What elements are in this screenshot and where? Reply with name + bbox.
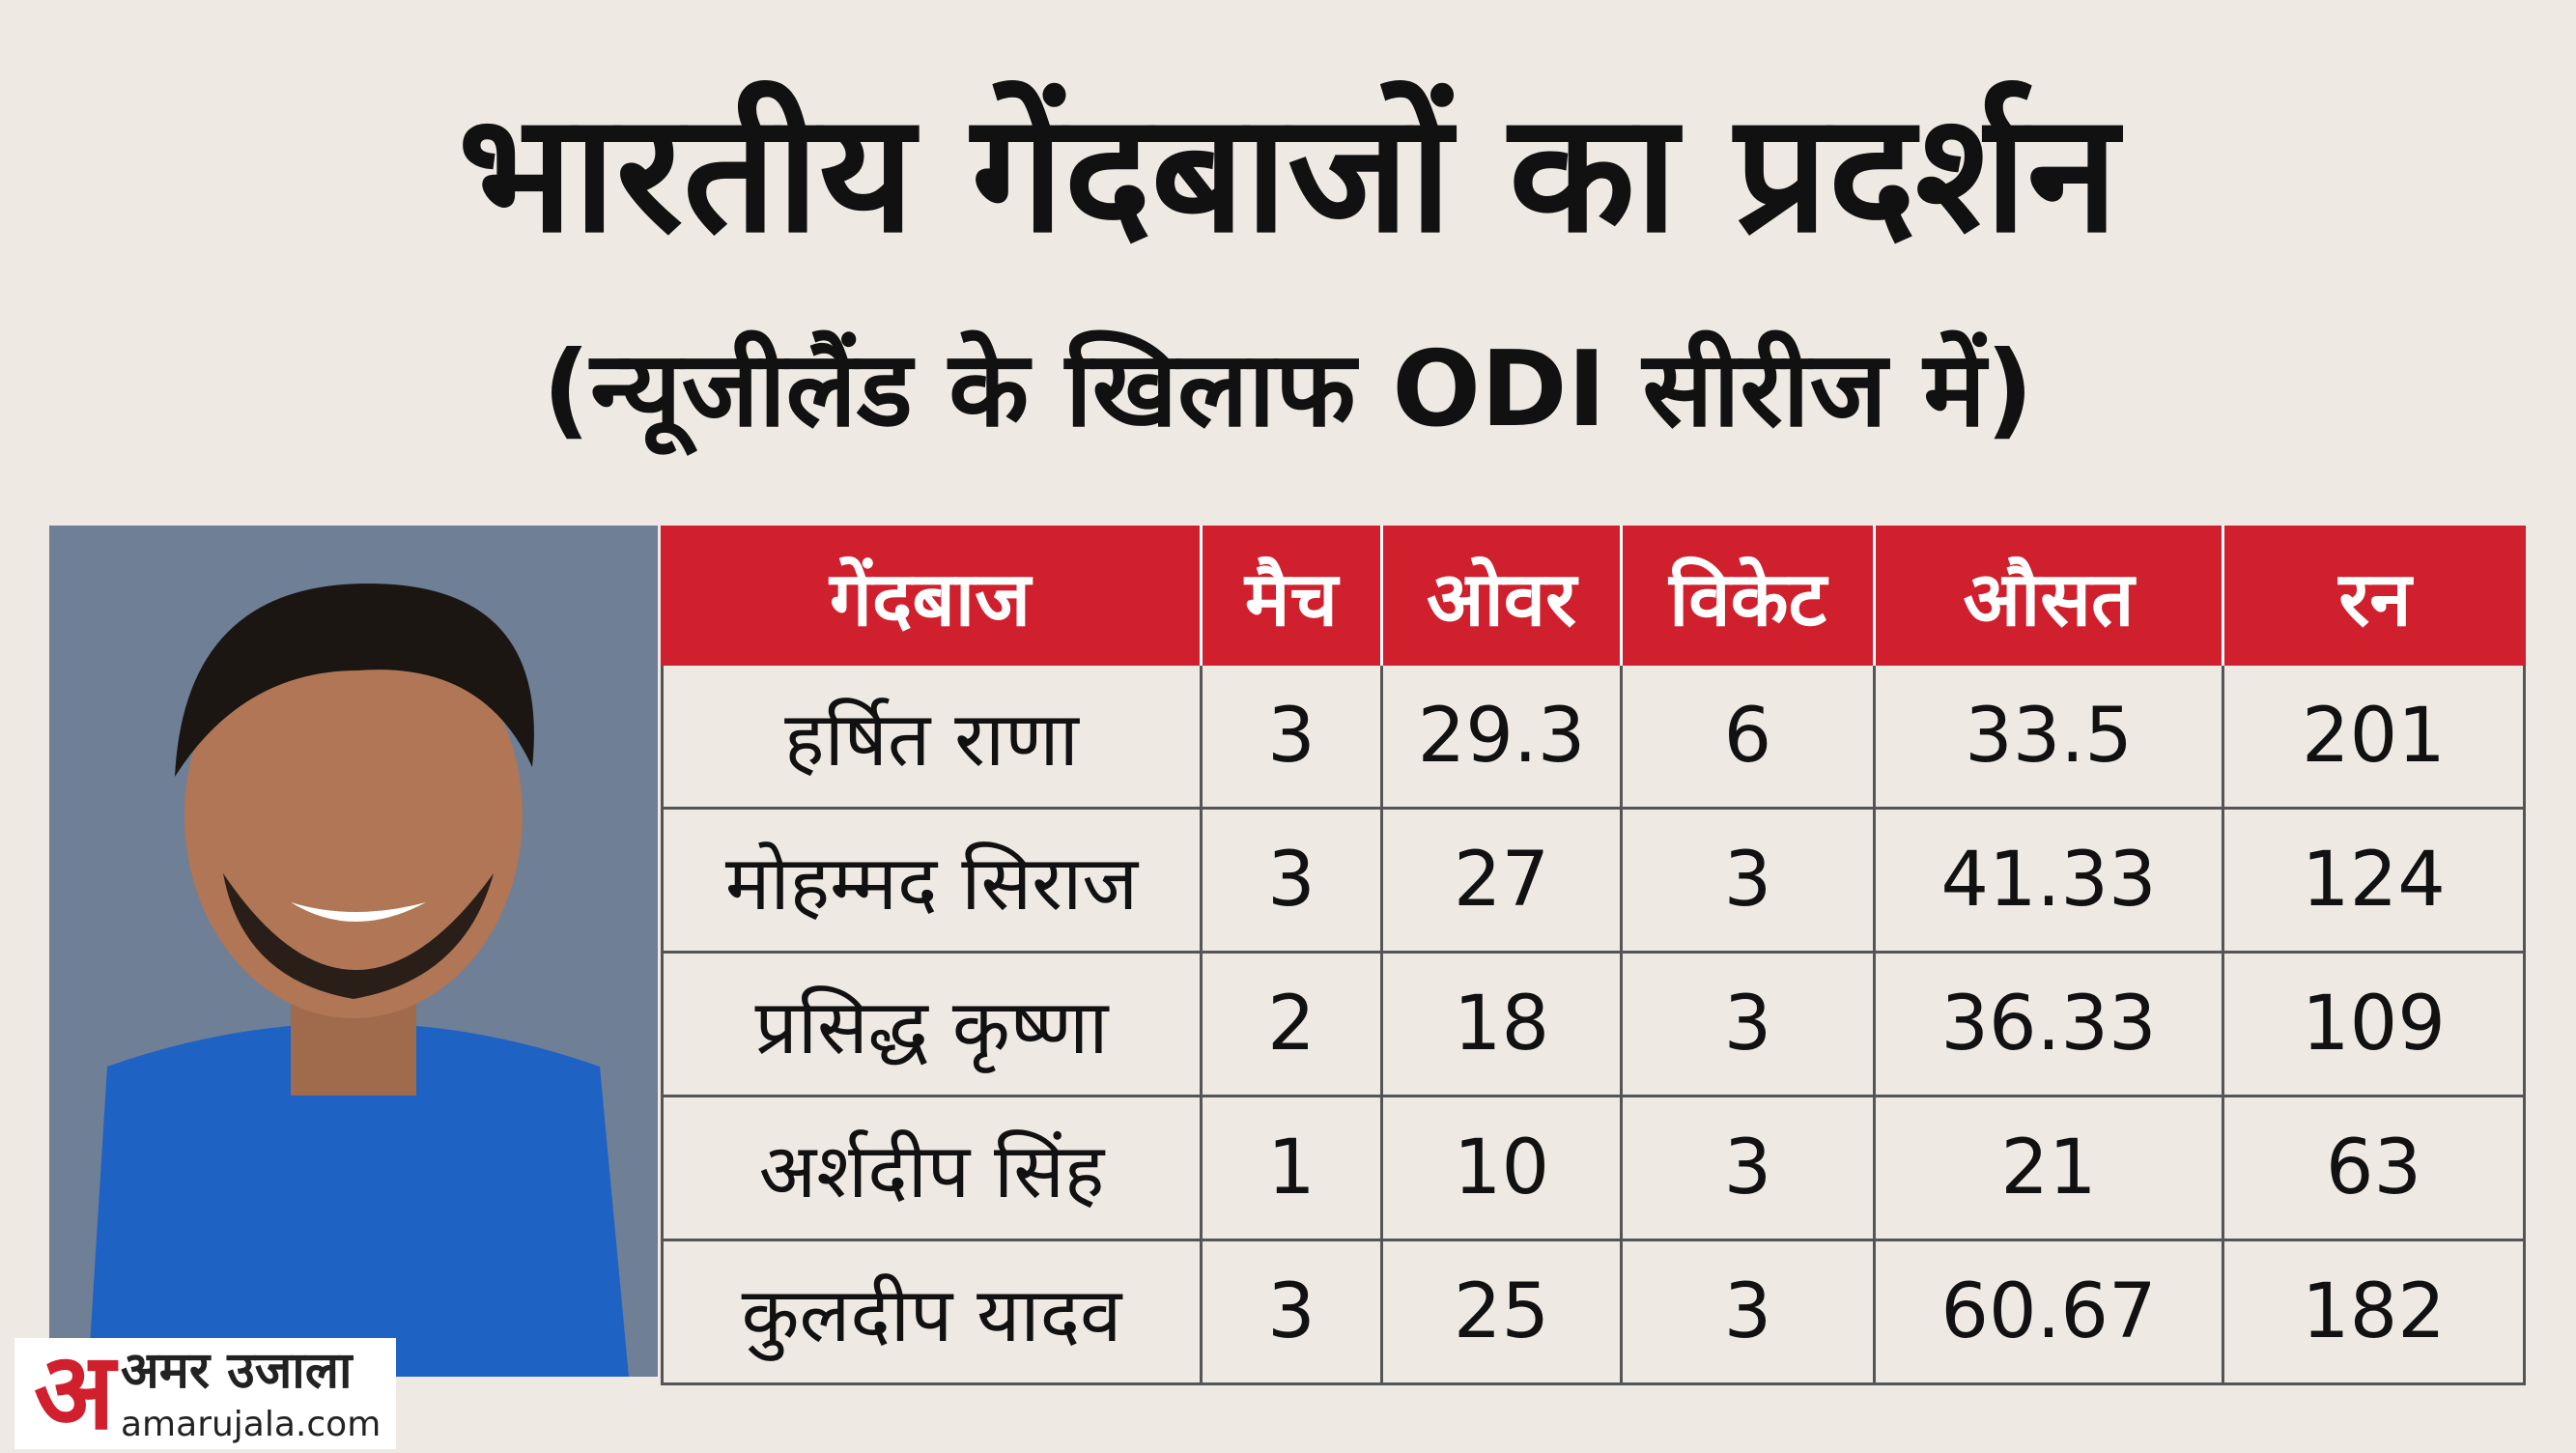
smile [291,902,426,922]
stat-cell: 10 [1380,1097,1620,1239]
stat-cell: 201 [2222,666,2526,807]
stat-cell: 63 [2222,1097,2526,1239]
stat-cell: 36.33 [1873,954,2222,1095]
stat-cell: 1 [1200,1097,1380,1239]
logo-mark: अ [34,1329,116,1453]
logo-site: amarujala.com [121,1405,382,1444]
stat-cell: 182 [2222,1241,2526,1382]
stat-cell: 2 [1200,954,1380,1095]
stat-cell: 41.33 [1873,810,2222,951]
bowler-name: अर्शदीप सिंह [661,1097,1200,1239]
subtitle: (न्यूजीलैंड के खिलाफ ODI सीरीज में) [542,329,2034,450]
stat-cell: 3 [1620,1241,1873,1382]
stat-cell: 3 [1620,954,1873,1095]
header-row: गेंदबाज मैच ओवर विकेट औसत रन [661,526,2526,666]
stats-table: गेंदबाज मैच ओवर विकेट औसत रन हर्षित राणा 3 29.3 6… [661,526,2526,1385]
face [184,613,523,1018]
stat-cell: 21 [1873,1097,2222,1239]
stat-cell: 3 [1620,1097,1873,1239]
stat-cell: 33.5 [1873,666,2222,807]
column-header: गेंदबाज [830,556,1031,643]
stat-cell: 124 [2222,810,2526,951]
column-header: मैच [1200,526,1380,666]
stat-cell: 3 [1200,1241,1380,1382]
stat-cell: 3 [1620,810,1873,951]
photo-illustration [49,526,658,1377]
bowler-name: मोहम्मद सिराज [661,810,1200,951]
bowler-name: कुलदीप यादव [661,1241,1200,1382]
logo: अ अमर उजाला amarujala.com [14,1338,396,1449]
hair [175,584,534,777]
player-photo [49,526,658,1377]
stat-cell: 3 [1200,666,1380,807]
column-header: ओवर [1380,526,1620,666]
stat-cell: 25 [1380,1241,1620,1382]
stat-cell: 3 [1200,810,1380,951]
stat-cell: 18 [1380,954,1620,1095]
title: भारतीय गेंदबाजों का प्रदर्शन [458,78,2118,270]
stat-cell: 60.67 [1873,1241,2222,1382]
table-row: प्रसिद्ध कृष्णा 2 18 3 36.33 109 [661,954,2526,1097]
table-row: मोहम्मद सिराज 3 27 3 41.33 124 [661,810,2526,954]
stat-cell: 27 [1380,810,1620,951]
table-row: कुलदीप यादव 3 25 3 60.67 182 [661,1241,2526,1385]
jersey [88,1023,629,1377]
column-header: औसत [1873,526,2222,666]
bowler-name: प्रसिद्ध कृष्णा [661,954,1200,1095]
column-header: रन [2222,526,2526,666]
table-row: अर्शदीप सिंह 1 10 3 21 63 [661,1097,2526,1241]
logo-name: अमर उजाला [121,1342,353,1400]
stat-cell: 6 [1620,666,1873,807]
bowler-name: हर्षित राणा [661,666,1200,807]
stat-cell: 29.3 [1380,666,1620,807]
beard [223,873,494,999]
table-row: हर्षित राणा 3 29.3 6 33.5 201 [661,666,2526,810]
column-header: विकेट [1620,526,1873,666]
stat-cell: 109 [2222,954,2526,1095]
